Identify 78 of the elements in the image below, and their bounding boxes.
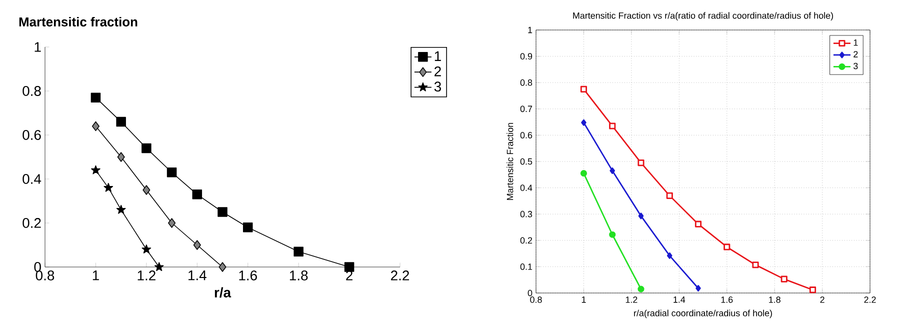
point [166,168,177,178]
point [142,244,152,254]
point [193,240,201,250]
point [142,185,150,195]
y-tick-label: 0.8 [22,86,41,96]
point [104,182,114,192]
point [142,143,152,154]
point [168,218,176,228]
point [666,252,672,259]
y-tick-label: 0.4 [22,174,42,184]
point [294,246,304,256]
y-tick-label: 0.2 [520,237,532,244]
point [344,262,354,272]
y-tick-label: 0 [34,262,41,272]
x-tick-label: 1 [92,270,99,280]
y-tick-label: 0.6 [520,132,532,138]
x-tick-label: 2 [820,296,824,303]
point [609,231,616,238]
point [92,121,100,132]
point [117,152,125,162]
y-tick-label: 1 [528,26,532,34]
point [809,286,816,294]
y-tick-label: 0.6 [22,130,41,140]
y-tick-label: 0.7 [520,106,532,112]
point [242,222,253,232]
x-tick-label: 2.2 [391,270,410,280]
y-tick-label: 0.2 [22,218,41,228]
legend-label: 1 [854,39,858,46]
x-tick-label: 2.2 [864,296,876,303]
point [91,165,100,174]
legend-label: 3 [854,62,858,70]
point [580,86,588,92]
y-tick-label: 0.1 [520,264,532,270]
x-tick-label: 1.8 [769,296,780,303]
chart-title: Martensitic Fraction vs r/a(ratio of radial coordinate/radius of hole) [573,12,833,20]
x-tick-label: 1 [582,296,586,303]
legend-label: 1 [434,51,441,61]
legend-label: 2 [854,51,858,58]
point [694,220,702,228]
point [218,262,226,272]
point [638,212,644,220]
point [609,122,616,130]
y-tick-label: 0.9 [520,53,532,60]
y-tick-label: 0.5 [520,158,532,165]
point [116,116,126,127]
point [638,286,644,292]
point [218,207,228,217]
x-tick-label: 1.6 [721,296,733,303]
y-tick-label: 0.8 [520,79,532,86]
chart-title: Martensitic fraction [19,16,138,26]
point [580,170,588,177]
point [724,244,730,250]
point [666,192,673,199]
point [90,92,101,102]
point [696,284,701,292]
point [581,119,586,126]
x-tick-label: 1.8 [290,270,308,280]
point [154,262,164,272]
point [192,190,202,200]
x-tick-label: 1.4 [188,270,206,280]
x-tick-label: 1.4 [674,296,686,303]
y-tick-label: 0 [528,290,532,296]
point [780,276,788,282]
point [638,160,644,166]
x-tick-label: 1.2 [626,296,638,303]
x-axis-title: r/a [214,287,232,298]
x-tick-label: 1.6 [239,270,257,280]
point [752,262,759,268]
point [610,167,615,174]
y-tick-label: 1 [34,42,41,52]
x-axis-title: r/a(radial coordinate/radius of hole) [634,310,772,318]
x-tick-label: 1.2 [138,270,156,280]
y-tick-label: 0.3 [520,210,532,218]
y-tick-label: 0.4 [520,184,532,191]
point [116,204,126,214]
legend-label: 3 [434,82,441,92]
y-axis-title: Martensitic Fraction [506,122,514,200]
legend-label: 2 [434,66,441,76]
